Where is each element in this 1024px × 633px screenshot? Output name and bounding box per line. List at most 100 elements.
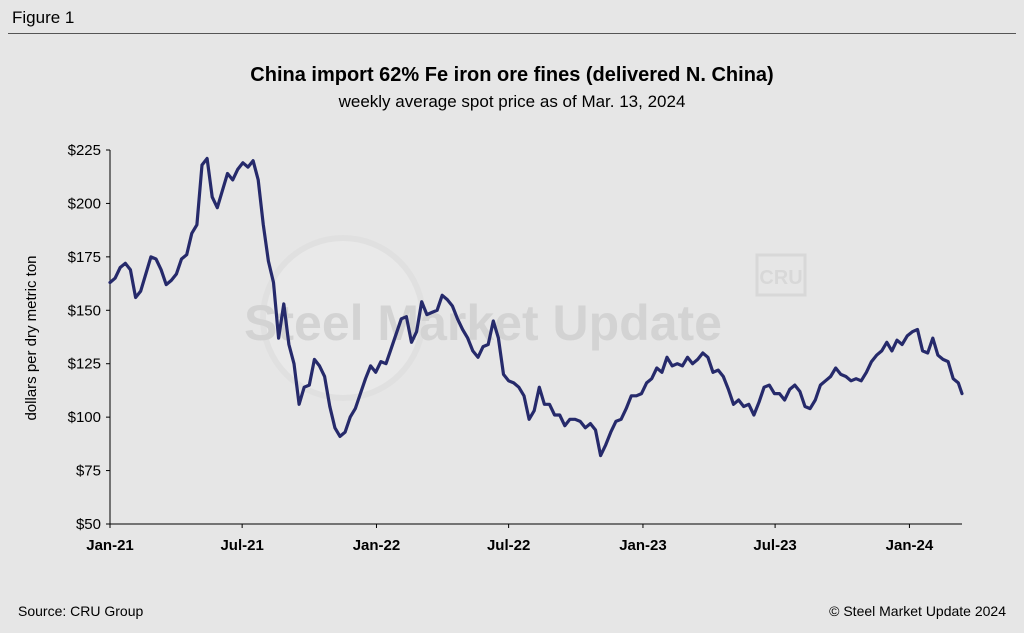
- data-point: [282, 302, 285, 305]
- data-point: [640, 392, 643, 395]
- data-point: [875, 354, 878, 357]
- x-tick-label: Jul-21: [220, 537, 263, 554]
- data-point: [328, 405, 331, 408]
- y-tick-label: $100: [68, 409, 101, 426]
- y-tick-label: $75: [76, 463, 101, 480]
- data-point: [466, 337, 469, 339]
- data-point: [686, 356, 689, 359]
- data-point: [834, 367, 837, 369]
- data-point: [911, 330, 914, 333]
- data-point: [569, 418, 571, 421]
- data-point: [155, 258, 157, 260]
- data-point: [374, 371, 377, 374]
- data-point: [538, 386, 541, 389]
- data-point: [420, 300, 423, 303]
- data-point: [139, 290, 142, 292]
- data-point: [436, 309, 438, 312]
- data-point: [339, 435, 341, 438]
- data-point: [185, 253, 188, 256]
- data-point: [395, 332, 398, 335]
- data-point: [666, 356, 668, 359]
- data-point: [676, 362, 679, 365]
- data-point: [824, 379, 827, 382]
- data-point: [609, 431, 612, 434]
- data-point: [850, 379, 852, 382]
- data-point: [170, 279, 173, 282]
- y-tick-label: $175: [68, 249, 101, 266]
- data-point: [267, 260, 270, 263]
- data-point: [216, 206, 219, 209]
- y-tick-label: $150: [68, 302, 101, 319]
- data-point: [885, 341, 888, 344]
- data-point: [952, 377, 955, 380]
- data-point: [584, 426, 587, 429]
- data-point: [681, 364, 684, 367]
- data-point: [201, 164, 203, 166]
- data-point: [226, 172, 229, 175]
- data-point: [231, 179, 234, 181]
- data-point: [405, 315, 408, 318]
- data-point: [845, 375, 847, 378]
- x-tick-label: Jan-22: [353, 537, 401, 554]
- data-point: [926, 352, 929, 354]
- watermark-logo-circle: [260, 235, 426, 401]
- data-point: [819, 384, 822, 386]
- data-point: [252, 159, 254, 162]
- data-point: [763, 386, 766, 389]
- data-point: [788, 388, 791, 391]
- data-point: [753, 414, 755, 416]
- data-point: [860, 379, 863, 382]
- data-point: [287, 343, 290, 346]
- y-tick-label: $125: [68, 356, 101, 373]
- data-point: [257, 179, 260, 181]
- data-point: [533, 409, 536, 412]
- data-point: [206, 157, 209, 160]
- data-point: [961, 392, 963, 395]
- data-point: [645, 382, 648, 384]
- chart-subtitle: weekly average spot price as of Mar. 13,…: [338, 92, 686, 111]
- data-point: [109, 281, 111, 284]
- data-point: [553, 414, 556, 416]
- data-point: [737, 399, 740, 401]
- data-point: [456, 317, 459, 320]
- data-point: [390, 347, 392, 350]
- data-point: [604, 444, 607, 446]
- data-point: [487, 343, 490, 346]
- data-point: [814, 399, 817, 401]
- data-point: [415, 330, 418, 333]
- x-axis-ticks: Jan-21 Jul-21 Jan-22 Jul-22 Jan-23 Jul-23 Jan-…: [86, 524, 934, 554]
- data-point: [717, 369, 720, 372]
- x-tick-label: Jul-22: [487, 537, 530, 554]
- watermark-badge-text: CRU: [759, 267, 802, 289]
- data-point: [931, 337, 934, 339]
- y-axis-ticks: $50 $75 $100 $125 $150 $175 $200 $225: [68, 142, 110, 533]
- data-point: [650, 377, 653, 380]
- data-point: [446, 298, 449, 301]
- x-tick-label: Jul-23: [753, 537, 796, 554]
- y-tick-label: $200: [68, 195, 101, 212]
- data-point: [477, 356, 479, 359]
- data-point: [574, 418, 576, 421]
- data-point: [901, 343, 904, 346]
- data-point: [696, 358, 699, 361]
- data-point: [461, 328, 464, 331]
- y-tick-label: $50: [76, 516, 101, 533]
- data-point: [947, 360, 950, 363]
- data-point: [921, 349, 924, 352]
- data-point: [528, 418, 530, 421]
- data-point: [707, 356, 709, 359]
- source-note: Source: CRU Group: [18, 603, 144, 619]
- data-point: [313, 358, 316, 361]
- data-point: [272, 281, 275, 284]
- data-point: [129, 268, 132, 271]
- data-point: [431, 311, 433, 314]
- data-point: [630, 394, 633, 397]
- data-point: [870, 360, 873, 363]
- data-point: [149, 255, 152, 258]
- data-point: [160, 268, 163, 271]
- data-point: [773, 392, 776, 395]
- watermark-badge: [755, 253, 807, 297]
- data-point: [957, 382, 960, 384]
- data-point: [727, 388, 730, 391]
- data-point: [221, 189, 224, 192]
